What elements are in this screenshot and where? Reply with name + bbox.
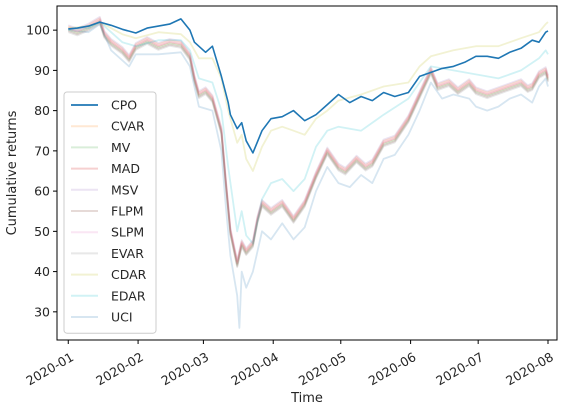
y-tick-label: 100 — [26, 23, 50, 38]
series-line-flpm — [67, 21, 549, 267]
y-tick-label: 90 — [34, 63, 50, 78]
y-tick-label: 80 — [34, 103, 50, 118]
x-tick-label: 2020-01 — [23, 349, 76, 388]
y-tick-label: 70 — [34, 143, 50, 158]
legend-label-edar: EDAR — [111, 288, 146, 303]
x-tick-label: 2020-05 — [296, 349, 349, 388]
series-line-mad — [67, 19, 549, 265]
y-tick-label: 50 — [34, 224, 50, 239]
legend-label-evar: EVAR — [111, 246, 144, 261]
legend-label-flpm: FLPM — [111, 204, 143, 219]
plot-frame — [56, 5, 558, 341]
legend-label-uci: UCI — [111, 310, 133, 325]
x-tick-label: 2020-08 — [503, 349, 556, 388]
legend-label-cvar: CVAR — [111, 119, 145, 134]
series-line-uci — [68, 23, 549, 329]
legend-label-msv: MSV — [111, 182, 139, 197]
y-axis: 30 40 50 60 70 80 90 100 — [26, 23, 57, 319]
series-line-cdar — [68, 21, 549, 172]
y-tick-label: 60 — [34, 184, 50, 199]
x-tick-label: 2020-02 — [93, 349, 146, 388]
series-line-cvar — [67, 17, 549, 263]
x-axis: 2020-01 2020-02 2020-03 2020-04 2020-05 2020-… — [23, 340, 556, 388]
y-tick-label: 40 — [34, 264, 50, 279]
x-axis-label: Time — [290, 391, 323, 406]
legend: CPO CVAR MV MAD MSV FLPM SLPM EVAR CDAR EDAR UCI — [63, 91, 157, 334]
x-tick-label: 2020-06 — [366, 349, 419, 388]
series-line-msv — [67, 15, 549, 262]
x-tick-label: 2020-07 — [433, 349, 486, 388]
series-line-mv — [67, 20, 549, 266]
y-tick-label: 30 — [34, 304, 50, 319]
y-axis-label: Cumulative returns — [5, 110, 20, 235]
legend-label-mv: MV — [111, 140, 131, 155]
legend-label-cdar: CDAR — [111, 267, 147, 282]
series-line-slpm — [67, 18, 549, 264]
x-tick-label: 2020-03 — [159, 349, 212, 388]
series-layer — [67, 15, 549, 329]
series-line-edar — [68, 21, 549, 245]
legend-label-slpm: SLPM — [111, 225, 144, 240]
legend-label-mad: MAD — [111, 161, 140, 176]
legend-box — [63, 91, 157, 334]
series-line-cpo — [68, 18, 549, 154]
x-tick-label: 2020-04 — [228, 349, 281, 388]
series-line-evar — [67, 22, 549, 269]
legend-label-cpo: CPO — [111, 98, 137, 113]
